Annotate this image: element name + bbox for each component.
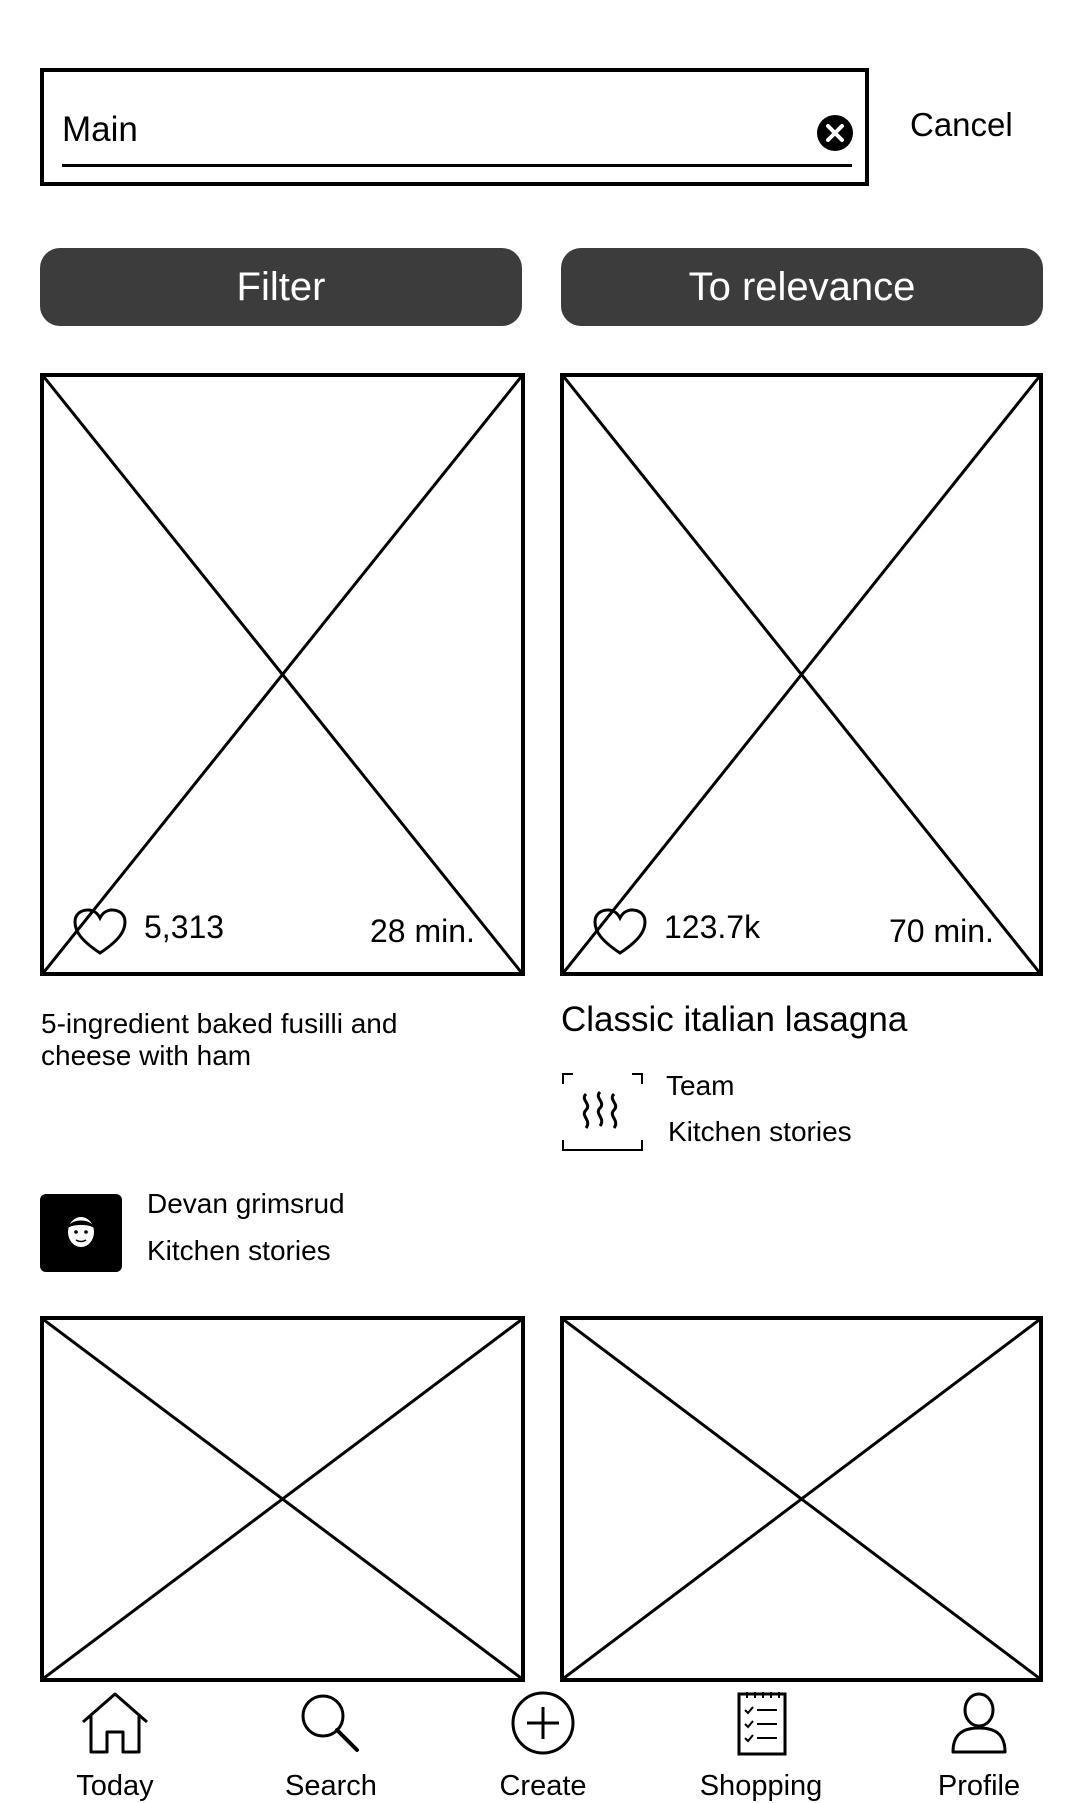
- image-placeholder-icon: [564, 377, 1039, 972]
- search-underline: [62, 164, 852, 167]
- avatar[interactable]: [40, 1194, 122, 1272]
- team-avatar[interactable]: [560, 1072, 645, 1152]
- checklist-icon: [737, 1692, 787, 1756]
- recipe-image-placeholder[interactable]: [560, 1316, 1043, 1682]
- recipe-image-placeholder[interactable]: 5,313 28 min.: [40, 373, 525, 976]
- nav-label: Create: [499, 1770, 587, 1802]
- nav-profile[interactable]: Profile: [904, 1690, 1054, 1803]
- nav-label: Profile: [937, 1770, 1021, 1802]
- search-icon: [301, 1694, 359, 1752]
- author-source: Kitchen stories: [147, 1235, 331, 1266]
- recipe-image-placeholder[interactable]: 123.7k 70 min.: [560, 373, 1043, 976]
- face-icon: [68, 1217, 94, 1247]
- nav-label: Today: [76, 1770, 154, 1802]
- bottom-nav: [0, 1682, 1080, 1800]
- author-name[interactable]: Devan grimsrud: [147, 1188, 345, 1219]
- clear-icon[interactable]: [816, 114, 854, 152]
- nav-label: Search: [285, 1770, 377, 1802]
- author-source: Kitchen stories: [668, 1116, 852, 1147]
- nav-create[interactable]: Create: [468, 1690, 618, 1803]
- nav-label: Shopping: [699, 1770, 823, 1802]
- nav-shopping[interactable]: Shopping: [686, 1690, 836, 1803]
- search-input[interactable]: [62, 110, 762, 150]
- person-icon: [951, 1692, 1007, 1754]
- nav-search[interactable]: Search: [256, 1690, 406, 1803]
- cancel-button[interactable]: Cancel: [910, 106, 1013, 143]
- likes-count: 123.7k: [664, 909, 761, 945]
- image-placeholder-icon: [44, 1320, 521, 1678]
- recipe-title[interactable]: 5-ingredient baked fusilli and cheese wi…: [41, 1008, 398, 1071]
- plus-circle-icon: [511, 1691, 575, 1755]
- cook-time: 28 min.: [370, 913, 475, 949]
- likes-count: 5,313: [144, 909, 225, 945]
- home-icon: [82, 1692, 148, 1754]
- recipe-image-placeholder[interactable]: [40, 1316, 525, 1682]
- heart-icon[interactable]: [72, 907, 128, 957]
- steam-icon: [562, 1073, 643, 1151]
- search-box[interactable]: [40, 68, 869, 186]
- nav-today[interactable]: Today: [40, 1690, 190, 1803]
- recipe-title[interactable]: Classic italian lasagna: [561, 1000, 908, 1039]
- sort-button[interactable]: To relevance: [561, 248, 1043, 326]
- cook-time: 70 min.: [889, 913, 994, 949]
- image-placeholder-icon: [44, 377, 521, 972]
- image-placeholder-icon: [564, 1320, 1039, 1678]
- heart-icon[interactable]: [592, 907, 648, 957]
- author-name[interactable]: Team: [666, 1070, 735, 1101]
- filter-button[interactable]: Filter: [40, 248, 522, 326]
